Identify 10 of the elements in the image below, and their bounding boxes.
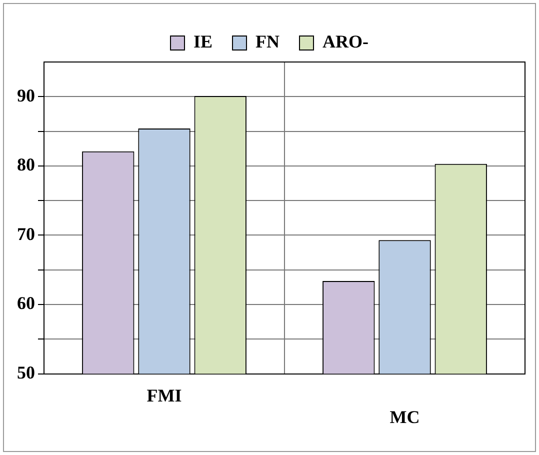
y-tick-label: 90 xyxy=(17,85,35,106)
y-tick-label: 60 xyxy=(17,293,35,314)
y-tick-label: 80 xyxy=(17,154,35,175)
legend-label: FN xyxy=(256,32,280,52)
legend-label: ARO- xyxy=(322,32,369,52)
y-tick-label: 50 xyxy=(17,362,35,382)
legend-label: IE xyxy=(194,32,213,52)
y-tick-label: 70 xyxy=(17,224,35,244)
x-tick-label: FMI xyxy=(146,385,182,406)
x-tick-label: MC xyxy=(390,406,420,427)
